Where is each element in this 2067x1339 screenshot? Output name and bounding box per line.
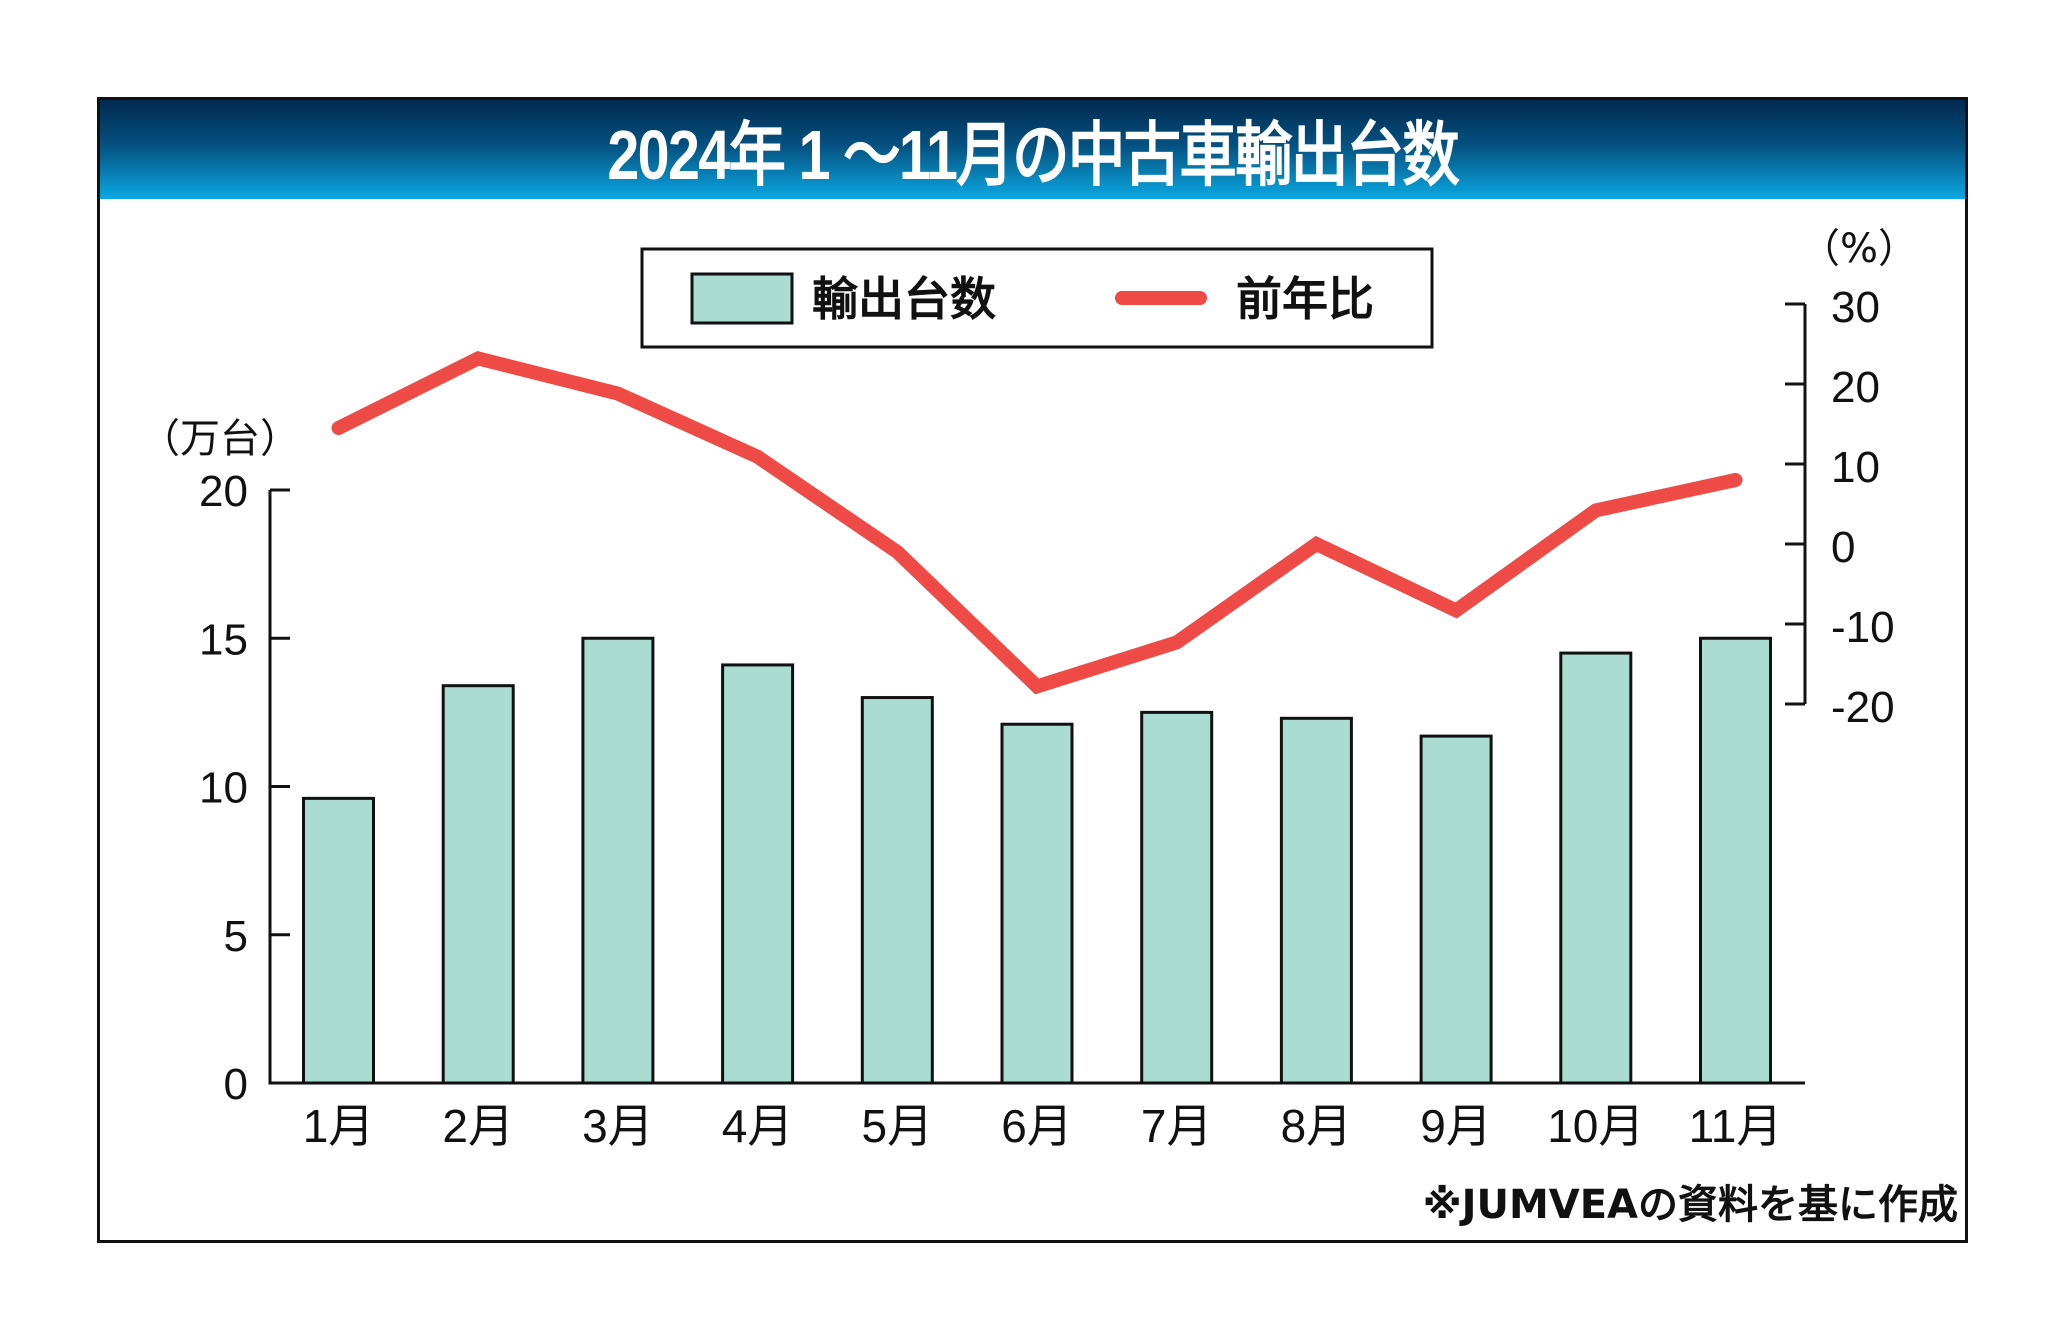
chart-title: 2024年 1 ～11月の中古車輸出台数 — [607, 116, 1459, 194]
source-note: ※JUMVEAの資料を基に作成 — [1423, 1182, 1958, 1228]
bar-2月 — [441, 684, 515, 1085]
category-label: 7月 — [1141, 1100, 1213, 1152]
right-tick-label: 10 — [1831, 443, 1880, 492]
category-label: 8月 — [1281, 1100, 1353, 1152]
bar-8月 — [1279, 716, 1353, 1085]
category-label: 6月 — [1001, 1100, 1073, 1152]
legend-bar-label: 輸出台数 — [812, 272, 996, 326]
bar-5月 — [860, 696, 934, 1085]
legend-line-label: 前年比 — [1236, 272, 1374, 326]
bar-1月 — [302, 796, 375, 1085]
category-label: 10月 — [1547, 1100, 1644, 1152]
category-labels: 1月 2月 3月 4月 5月 6月 7月 8月 9月 10月 11月 — [303, 1100, 1783, 1152]
category-label: 11月 — [1689, 1100, 1783, 1152]
bar-10月 — [1559, 651, 1633, 1085]
line-layer — [331, 350, 1743, 695]
category-label: 4月 — [722, 1100, 794, 1152]
category-label: 2月 — [442, 1100, 514, 1152]
legend: 輸出台数 前年比 — [640, 247, 1434, 349]
category-label: 1月 — [303, 1100, 375, 1152]
bar-7月 — [1140, 710, 1214, 1085]
left-tick-label: 0 — [224, 1060, 248, 1109]
category-label: 9月 — [1420, 1100, 1492, 1152]
legend-box — [640, 247, 1434, 349]
bar-3月 — [581, 636, 655, 1085]
axes-layer: 0 5 10 15 20 30 20 10 0 -10 -20 — [199, 283, 1895, 1109]
category-label: 3月 — [582, 1100, 654, 1152]
left-tick-label: 15 — [199, 615, 248, 664]
left-tick-label: 10 — [199, 764, 248, 813]
right-tick-label: 20 — [1831, 363, 1880, 412]
bars-layer — [302, 636, 1772, 1085]
chart-header: 2024年 1 ～11月の中古車輸出台数 — [100, 100, 1965, 199]
bar-11月 — [1699, 636, 1772, 1085]
category-label: 5月 — [862, 1100, 934, 1152]
right-tick-label: -20 — [1831, 683, 1895, 732]
yoy-line — [331, 350, 1743, 695]
bar-4月 — [721, 663, 795, 1085]
right-tick-label: 30 — [1831, 283, 1880, 332]
bar-9月 — [1419, 734, 1493, 1085]
legend-bar-swatch — [690, 272, 794, 325]
right-tick-label: -10 — [1831, 603, 1895, 652]
right-axis-unit-label: （%） — [1800, 226, 1918, 272]
left-axis-unit-label: （万台） — [140, 416, 300, 462]
left-tick-label: 5 — [224, 912, 248, 961]
left-tick-label: 20 — [199, 467, 248, 516]
bar-6月 — [1000, 722, 1074, 1085]
right-tick-label: 0 — [1831, 523, 1855, 572]
